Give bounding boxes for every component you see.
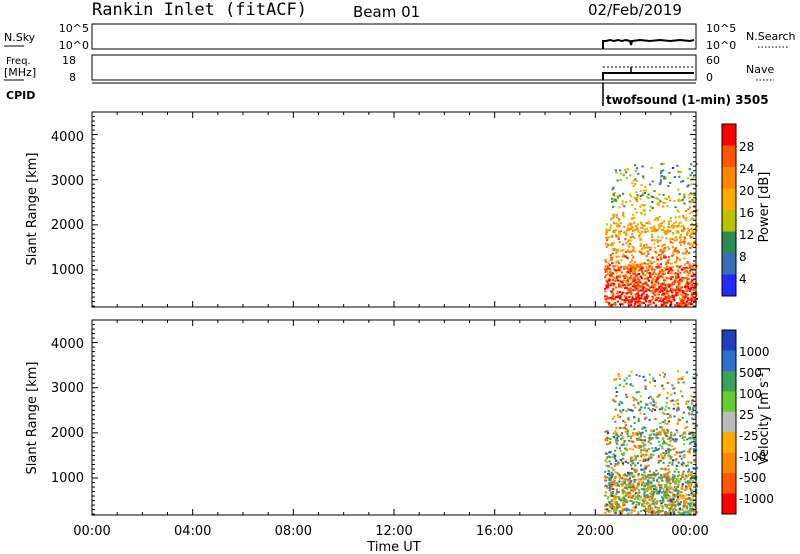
time-tick-0800: 08:00 <box>275 524 312 539</box>
freq-tick-top: 18 <box>62 54 76 67</box>
cpid-text: twofsound (1-min) 3505 <box>606 93 769 107</box>
time-tick-2000: 20:00 <box>577 524 614 539</box>
power-cbar-tick-12: 12 <box>739 228 754 242</box>
freq-trace <box>602 72 694 80</box>
freq-tick-bottom: 8 <box>69 71 76 84</box>
date-label: 02/Feb/2019 <box>588 1 682 19</box>
power-cbar-tick-8: 8 <box>739 250 747 264</box>
nsky-label: N.Sky <box>4 31 36 44</box>
velocity-ytick-1000: 1000 <box>51 471 84 486</box>
velocity-colorbar <box>721 329 737 515</box>
nsky-tick-top: 10^5 <box>59 22 89 35</box>
power-data-layer <box>604 162 699 307</box>
nave-tick-top: 60 <box>706 54 720 67</box>
power-ylabel: Slant Range [km] <box>25 153 40 266</box>
time-tick-1600: 16:00 <box>476 524 513 539</box>
nsearch-label: N.Search <box>746 30 796 43</box>
velocity-cbar-tick-1000: 1000 <box>739 345 770 359</box>
nsearch-tick-top: 10^5 <box>706 22 736 35</box>
power-cbar-tick-24: 24 <box>739 162 754 176</box>
nave-label: Nave <box>746 63 774 76</box>
velocity-ytick-4000: 4000 <box>51 337 84 352</box>
velocity-cbar-label-sup: -1 <box>756 372 766 381</box>
time-tick-0000: 00:00 <box>73 524 110 539</box>
velocity-cbar-tick-neg100: -100 <box>739 450 766 464</box>
power-ytick-1000: 1000 <box>51 263 84 278</box>
nave-tick-bottom: 0 <box>706 71 713 84</box>
power-cbar-tick-4: 4 <box>739 272 747 286</box>
power-ytick-3000: 3000 <box>51 174 84 189</box>
power-cbar-tick-28: 28 <box>739 140 754 154</box>
power-cbar-tick-16: 16 <box>739 206 754 220</box>
velocity-cbar-label: Velocity [m s-1] <box>756 367 772 465</box>
velocity-cbar-tick-500: 500 <box>739 366 762 380</box>
radar-title: Rankin Inlet (fitACF) <box>92 0 307 20</box>
cpid-label: CPID <box>6 89 35 102</box>
time-tick-0400: 04:00 <box>174 524 211 539</box>
velocity-ytick-3000: 3000 <box>51 381 84 396</box>
power-ytick-4000: 4000 <box>51 130 84 145</box>
freq-panel <box>91 54 697 81</box>
velocity-cbar-label-end: ] <box>757 367 772 372</box>
velocity-ylabel: Slant Range [km] <box>25 362 40 475</box>
nsky-trace <box>602 38 695 49</box>
power-axis-ticks <box>91 111 697 307</box>
nsky-tick-bottom: 10^0 <box>59 39 89 52</box>
velocity-data-layer <box>604 370 699 515</box>
velocity-cbar-tick-100: 100 <box>739 387 762 401</box>
time-tick-2400: 00:00 <box>671 524 708 539</box>
power-ytick-2000: 2000 <box>51 218 84 233</box>
time-tick-1200: 12:00 <box>375 524 412 539</box>
velocity-panel: 4000 3000 2000 1000 Slant Range [km] 100… <box>25 319 774 516</box>
freq-label: Freq. <box>6 56 31 67</box>
velocity-axis-ticks <box>91 319 697 515</box>
velocity-cbar-tick-25: 25 <box>739 408 754 422</box>
power-panel: 4000 3000 2000 1000 Slant Range [km] 28 … <box>25 111 772 308</box>
power-colorbar <box>721 123 737 297</box>
power-cbar-label: Power [dB] <box>757 172 772 243</box>
nsky-panel <box>91 23 697 50</box>
power-cbar-tick-20: 20 <box>739 184 754 198</box>
freq-unit: [MHz] <box>4 66 36 79</box>
time-axis-label: Time UT <box>366 540 420 554</box>
velocity-cbar-tick-neg1000: -1000 <box>739 492 774 506</box>
velocity-ytick-2000: 2000 <box>51 426 84 441</box>
velocity-cbar-tick-neg25: -25 <box>739 429 759 443</box>
nsearch-tick-bottom: 10^0 <box>706 39 736 52</box>
velocity-cbar-tick-neg500: -500 <box>739 471 766 485</box>
beam-label: Beam 01 <box>353 3 420 21</box>
